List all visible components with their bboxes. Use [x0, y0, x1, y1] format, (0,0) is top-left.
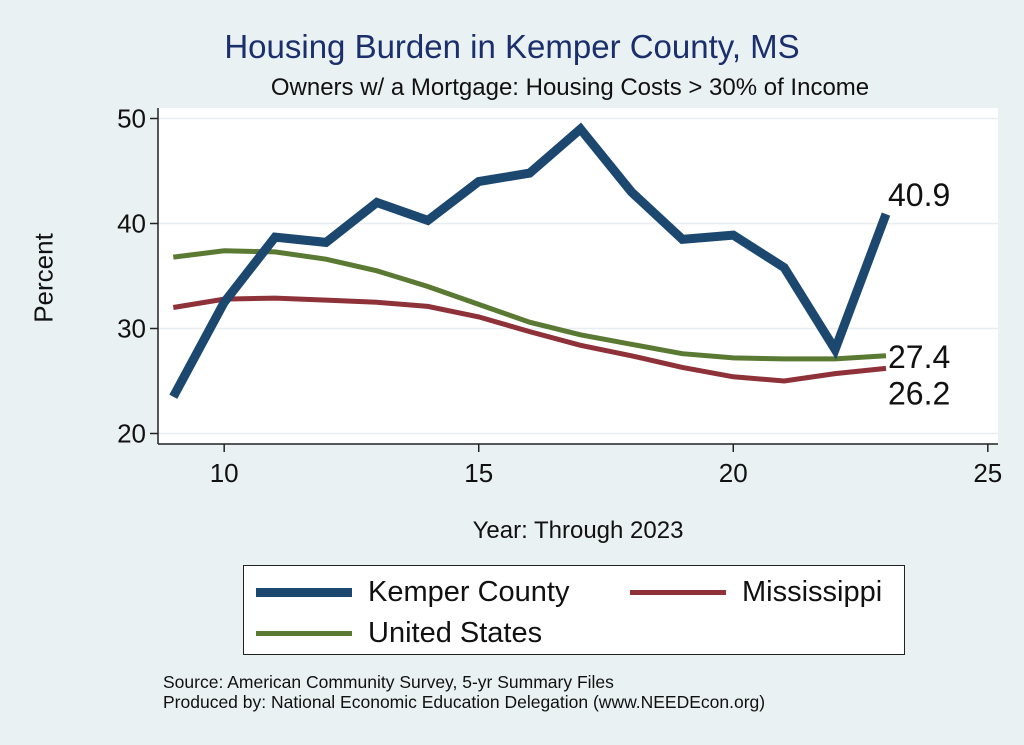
series-lines — [169, 122, 891, 399]
legend-item-kemper: Kemper County — [256, 576, 570, 609]
producer-line: Produced by: National Economic Education… — [163, 692, 766, 712]
source-line: Source: American Community Survey, 5-yr … — [163, 672, 614, 692]
y-axis-label: Percent — [28, 233, 59, 323]
end-labels: 40.9 26.227.4 — [888, 177, 950, 411]
y-tick-label: 20 — [117, 419, 146, 449]
axes: 20 30 40 50 10 15 20 25 — [117, 104, 1002, 489]
x-axis-label: Year: Through 2023 — [472, 517, 684, 544]
legend: Kemper County Mississippi United States — [243, 565, 905, 655]
chart-title: Housing Burden in Kemper County, MS — [224, 28, 800, 65]
x-tick-label: 20 — [719, 458, 748, 488]
legend-item-us: United States — [256, 617, 542, 650]
legend-label-us: United States — [368, 617, 543, 649]
y-tick-label: 30 — [117, 314, 146, 344]
x-tick-label: 25 — [973, 458, 1002, 488]
gridlines — [158, 117, 998, 435]
legend-swatch-us — [256, 631, 352, 636]
legend-swatch-kemper — [256, 588, 352, 597]
y-tick-label: 40 — [117, 209, 146, 239]
y-tick-label: 50 — [117, 104, 146, 134]
series-line-mississippi — [172, 295, 887, 384]
legend-item-mississippi: Mississippi — [630, 576, 882, 609]
x-tick-label: 10 — [210, 458, 239, 488]
end-label-mississippi: 26.2 — [888, 375, 950, 411]
end-label-kemper-county: 40.9 — [888, 177, 950, 213]
plot-area — [158, 108, 998, 444]
x-tick-label: 15 — [464, 458, 493, 488]
end-label-united-states: 27.4 — [888, 339, 950, 375]
legend-swatch-mississippi — [630, 590, 726, 595]
legend-label-mississippi: Mississippi — [742, 576, 883, 608]
series-line-united-states — [172, 248, 887, 362]
series-line-kemper-county — [169, 122, 891, 399]
legend-label-kemper: Kemper County — [368, 576, 570, 608]
source-note: Source: American Community Survey, 5-yr … — [163, 672, 765, 712]
chart-subtitle: Owners w/ a Mortgage: Housing Costs > 30… — [270, 74, 870, 101]
